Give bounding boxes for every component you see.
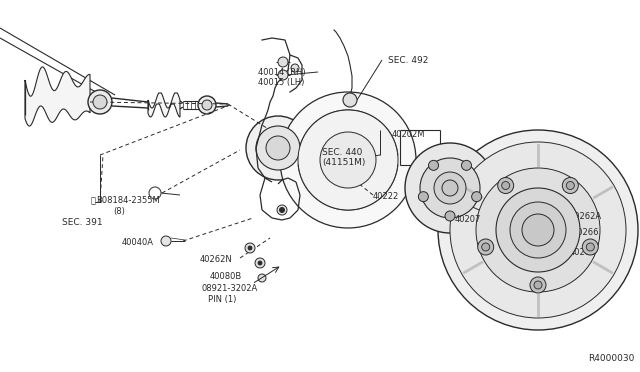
Circle shape <box>278 57 288 67</box>
Circle shape <box>258 274 266 282</box>
Circle shape <box>202 100 212 110</box>
Circle shape <box>298 110 398 210</box>
Circle shape <box>472 192 482 202</box>
Circle shape <box>558 215 568 225</box>
Text: SEC. 492: SEC. 492 <box>388 56 428 65</box>
Circle shape <box>534 281 542 289</box>
Circle shape <box>434 172 466 204</box>
Circle shape <box>405 143 495 233</box>
Circle shape <box>498 177 514 193</box>
Text: 08921-3202A: 08921-3202A <box>202 284 259 293</box>
Circle shape <box>586 243 595 251</box>
Text: (8): (8) <box>113 207 125 216</box>
Text: Ⓑ: Ⓑ <box>91 196 96 205</box>
Circle shape <box>566 182 574 189</box>
Circle shape <box>450 142 626 318</box>
Circle shape <box>419 192 428 202</box>
Circle shape <box>280 92 416 228</box>
Circle shape <box>248 246 252 250</box>
Text: 40015 (LH): 40015 (LH) <box>258 78 305 87</box>
Text: SEC. 391: SEC. 391 <box>62 218 102 227</box>
Text: 40262A: 40262A <box>570 212 602 221</box>
Text: 40207: 40207 <box>455 215 481 224</box>
Text: 40202M: 40202M <box>392 130 426 139</box>
Circle shape <box>93 95 107 109</box>
Circle shape <box>88 90 112 114</box>
Circle shape <box>502 182 509 189</box>
Circle shape <box>420 158 480 218</box>
Text: 40080B: 40080B <box>210 272 243 281</box>
Text: PIN (1): PIN (1) <box>208 295 236 304</box>
Circle shape <box>442 180 458 196</box>
Circle shape <box>320 132 376 188</box>
Circle shape <box>530 277 546 293</box>
Circle shape <box>510 202 566 258</box>
Circle shape <box>255 258 265 268</box>
Polygon shape <box>25 67 90 126</box>
Circle shape <box>198 96 216 114</box>
Circle shape <box>563 177 579 193</box>
Circle shape <box>256 126 300 170</box>
Text: 40222: 40222 <box>373 192 399 201</box>
Text: R4000030: R4000030 <box>588 354 634 363</box>
Circle shape <box>582 239 598 255</box>
Circle shape <box>438 130 638 330</box>
Circle shape <box>445 211 455 221</box>
Circle shape <box>161 236 171 246</box>
Circle shape <box>343 93 357 107</box>
Circle shape <box>522 214 554 246</box>
Circle shape <box>461 160 472 170</box>
Circle shape <box>258 261 262 265</box>
Circle shape <box>291 64 299 72</box>
Circle shape <box>277 205 287 215</box>
Text: (41151M): (41151M) <box>322 158 365 167</box>
Circle shape <box>245 243 255 253</box>
Circle shape <box>559 230 567 238</box>
Text: 40262: 40262 <box>570 248 596 257</box>
Text: 40014 (RH): 40014 (RH) <box>258 68 306 77</box>
Text: 40040A: 40040A <box>122 238 154 247</box>
Text: B08184-2355M: B08184-2355M <box>96 196 160 205</box>
Text: 40262N: 40262N <box>200 255 233 264</box>
Circle shape <box>429 160 438 170</box>
Circle shape <box>149 187 161 199</box>
Circle shape <box>476 168 600 292</box>
Circle shape <box>280 208 285 212</box>
Circle shape <box>482 243 490 251</box>
Circle shape <box>266 136 290 160</box>
Text: 40266: 40266 <box>573 228 600 237</box>
Circle shape <box>278 70 288 80</box>
Circle shape <box>477 239 493 255</box>
Circle shape <box>496 188 580 272</box>
Polygon shape <box>148 93 180 117</box>
Circle shape <box>246 116 310 180</box>
Text: SEC. 440: SEC. 440 <box>322 148 362 157</box>
